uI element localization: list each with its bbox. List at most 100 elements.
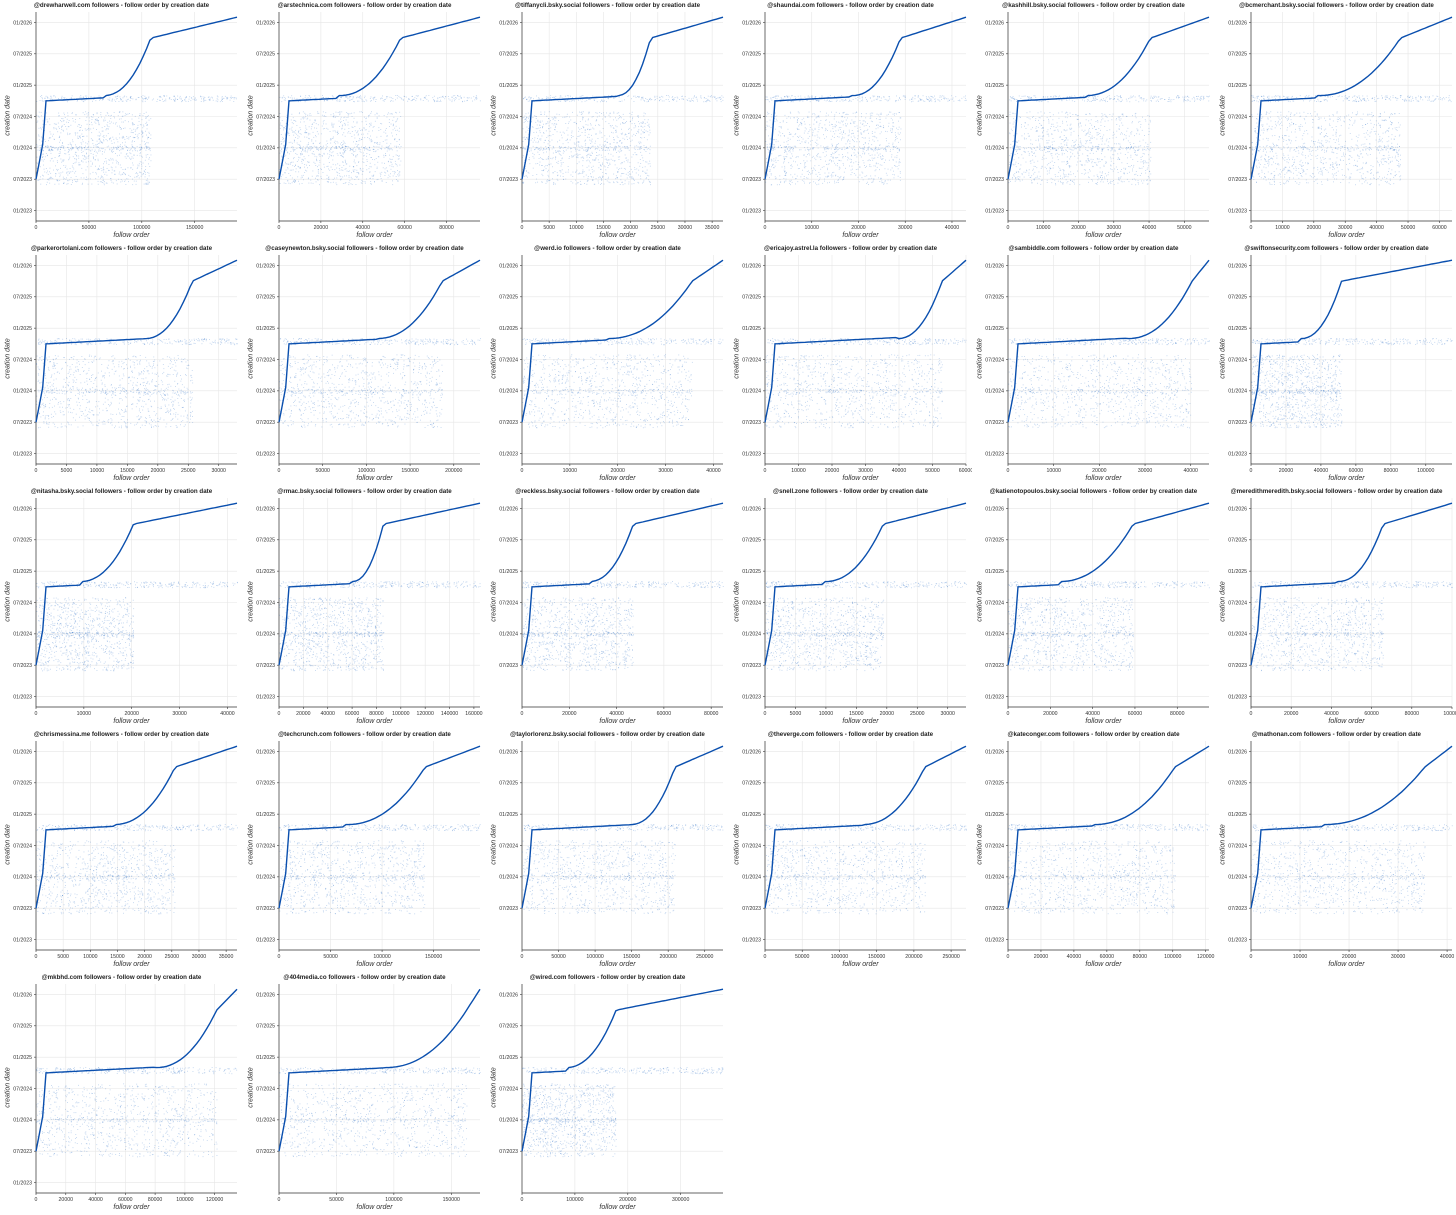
x-tick-label: 60000	[1349, 468, 1364, 474]
x-tick-label: 80000	[1170, 711, 1185, 717]
y-tick-label: 07/2023	[256, 1149, 275, 1155]
y-axis-label: creation date	[1220, 815, 1227, 875]
x-axis-label: follow order	[243, 961, 486, 968]
y-tick-label: 01/2024	[256, 632, 275, 638]
point-cloud	[1008, 581, 1210, 671]
y-axis-label: creation date	[5, 572, 12, 632]
x-axis-label: follow order	[0, 718, 243, 725]
point-cloud	[522, 581, 724, 671]
follow-boundary-curve	[36, 17, 237, 179]
y-tick-label: 01/2026	[742, 20, 761, 26]
x-tick-label: 60000	[118, 1197, 133, 1203]
x-tick-label: 30000	[192, 954, 207, 960]
y-tick-label: 01/2026	[499, 749, 518, 755]
x-tick-label: 5000	[61, 468, 73, 474]
chart-title: @kashhill.bsky.social followers - follow…	[972, 2, 1215, 9]
x-tick-label: 0	[521, 468, 524, 474]
chart-title: @werd.io followers - follow order by cre…	[486, 245, 729, 252]
scatter-plot: 01/202307/202301/202407/202401/202507/20…	[1215, 243, 1456, 486]
y-tick-label: 07/2024	[256, 600, 275, 606]
x-axis-label: follow order	[0, 1204, 243, 1211]
x-tick-label: 10000	[83, 954, 98, 960]
x-tick-label: 40000	[1314, 468, 1329, 474]
x-tick-label: 40000	[1142, 225, 1157, 231]
y-tick-label: 01/2026	[985, 749, 1004, 755]
x-tick-label: 30000	[898, 225, 913, 231]
x-tick-label: 0	[1250, 468, 1253, 474]
y-tick-label: 07/2023	[742, 177, 761, 183]
x-tick-label: 300000	[672, 1197, 689, 1203]
chart-title: @drewharwell.com followers - follow orde…	[0, 2, 243, 9]
x-axis-label: follow order	[729, 232, 972, 239]
y-tick-label: 01/2026	[742, 263, 761, 269]
y-tick-label: 01/2026	[13, 506, 32, 512]
chart-title: @wired.com followers - follow order by c…	[486, 974, 729, 981]
y-tick-label: 01/2023	[256, 451, 275, 457]
scatter-plot: 07/202301/202407/202401/202507/202501/20…	[243, 0, 486, 243]
x-tick-label: 40000	[88, 1197, 103, 1203]
y-tick-label: 07/2025	[256, 1024, 275, 1030]
y-tick-label: 07/2025	[985, 52, 1004, 58]
x-tick-label: 160000	[465, 711, 482, 717]
x-tick-label: 20000	[1071, 225, 1086, 231]
x-tick-label: 120000	[417, 711, 434, 717]
x-tick-label: 200000	[445, 468, 462, 474]
y-tick-label: 07/2024	[1228, 600, 1247, 606]
y-tick-label: 01/2025	[1228, 83, 1247, 89]
point-cloud	[279, 95, 481, 185]
x-tick-label: 30000	[1391, 954, 1406, 960]
y-tick-label: 01/2025	[13, 326, 32, 332]
x-tick-label: 0	[35, 711, 38, 717]
x-tick-label: 40000	[609, 711, 624, 717]
y-tick-label: 01/2024	[13, 632, 32, 638]
x-tick-label: 50000	[315, 468, 330, 474]
y-tick-label: 07/2025	[742, 295, 761, 301]
x-tick-label: 80000	[148, 1197, 163, 1203]
x-tick-label: 150000	[401, 468, 418, 474]
y-tick-label: 01/2023	[985, 937, 1004, 943]
follow-boundary-curve	[36, 746, 237, 908]
y-tick-label: 01/2024	[985, 389, 1004, 395]
y-tick-label: 01/2026	[985, 506, 1004, 512]
y-tick-label: 01/2024	[499, 1118, 518, 1124]
x-axis-label: follow order	[1215, 718, 1456, 725]
follow-boundary-curve	[1251, 17, 1452, 179]
y-tick-label: 07/2024	[256, 1086, 275, 1092]
y-tick-label: 01/2025	[499, 326, 518, 332]
y-axis-label: creation date	[491, 1058, 498, 1118]
y-tick-label: 01/2025	[256, 812, 275, 818]
x-tick-label: 50000	[82, 225, 97, 231]
y-tick-label: 07/2025	[499, 538, 518, 544]
y-tick-label: 01/2024	[985, 146, 1004, 152]
y-tick-label: 07/2023	[985, 420, 1004, 426]
x-tick-label: 0	[1007, 468, 1010, 474]
x-tick-label: 15000	[120, 468, 135, 474]
y-tick-label: 01/2024	[256, 389, 275, 395]
y-tick-label: 01/2024	[742, 632, 761, 638]
y-tick-label: 01/2024	[499, 146, 518, 152]
x-tick-label: 150000	[425, 954, 442, 960]
follow-boundary-curve	[765, 503, 966, 665]
y-tick-label: 07/2024	[985, 114, 1004, 120]
x-axis-label: follow order	[486, 1204, 729, 1211]
y-tick-label: 01/2023	[985, 694, 1004, 700]
y-tick-label: 07/2023	[256, 177, 275, 183]
x-tick-label: 0	[521, 954, 524, 960]
scatter-plot: 01/202307/202301/202407/202401/202507/20…	[0, 729, 243, 972]
y-tick-label: 01/2025	[256, 326, 275, 332]
scatter-plot: 01/202307/202301/202407/202401/202507/20…	[0, 972, 243, 1215]
x-axis-label: follow order	[0, 961, 243, 968]
point-cloud	[1251, 95, 1452, 185]
y-tick-label: 01/2026	[256, 749, 275, 755]
y-tick-label: 07/2024	[742, 357, 761, 363]
x-tick-label: 0	[278, 711, 281, 717]
y-tick-label: 07/2024	[742, 600, 761, 606]
follow-boundary-curve	[1251, 503, 1452, 665]
follow-boundary-curve	[279, 17, 480, 179]
y-tick-label: 01/2025	[499, 569, 518, 575]
chart-title: @meredithmeredith.bsky.social followers …	[1215, 488, 1456, 495]
y-tick-label: 01/2025	[985, 83, 1004, 89]
